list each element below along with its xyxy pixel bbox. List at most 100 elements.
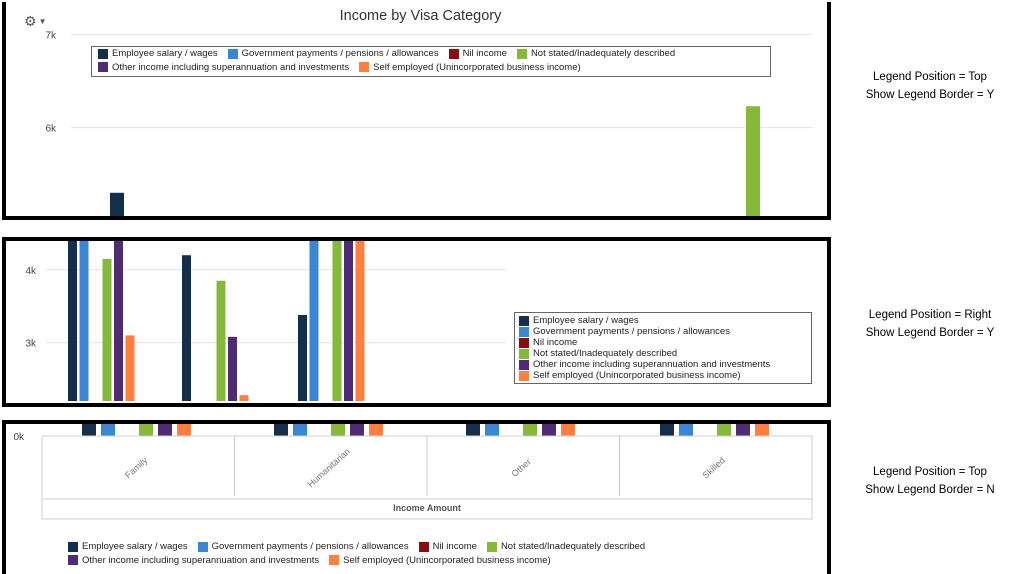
legend-item[interactable]: Not stated/Inadequately described [519, 348, 807, 359]
bar [755, 424, 769, 436]
bar [679, 424, 693, 436]
legend-label: Not stated/Inadequately described [533, 348, 678, 359]
chart-panel-right-legend: 4k 3k Employee salary / wages Government p… [2, 237, 831, 407]
legend-item[interactable]: Self employed (Unincorporated business i… [519, 370, 807, 381]
bar [239, 395, 249, 401]
legend-item[interactable]: Other income including superannuation an… [98, 62, 349, 73]
legend-swatch [227, 48, 238, 59]
legend-swatch [448, 48, 459, 59]
bar [485, 424, 499, 436]
legend-swatch [519, 326, 529, 337]
note-legend-border: Show Legend Border = Y [865, 327, 995, 339]
bar [332, 241, 342, 401]
chart-panel-top-legend: ⚙ ▼ Income by Visa Category Employee sala… [2, 2, 831, 220]
bar [542, 424, 556, 436]
legend-label: Employee salary / wages [112, 48, 218, 59]
legend-swatch [519, 370, 529, 381]
bar [331, 424, 345, 436]
legend-swatch [68, 555, 78, 565]
legend-swatch [197, 541, 208, 552]
bar [369, 424, 383, 436]
legend-right-bordered: Employee salary / wages Government paymen… [514, 312, 812, 384]
legend-label: Self employed (Unincorporated business i… [533, 370, 741, 381]
bar [293, 424, 307, 436]
legend-item[interactable]: Nil income [448, 48, 507, 59]
y-tick-label: 3k [25, 339, 37, 350]
chevron-down-icon: ▼ [38, 16, 47, 26]
legend-item[interactable]: Government payments / pensions / allowan… [197, 541, 409, 552]
note-legend-position: Legend Position = Right [868, 309, 992, 321]
legend-item[interactable]: Self employed (Unincorporated business i… [359, 62, 581, 73]
legend-item[interactable]: Nil income [418, 541, 477, 552]
y-tick-label: 0k [13, 432, 25, 443]
legend-swatch [519, 359, 529, 370]
legend-item[interactable]: Employee salary / wages [519, 315, 807, 326]
chart-panel-no-border-legend: 0k Family Humanitarian Other Skilled Income A… [2, 420, 831, 574]
legend-label: Not stated/Inadequately described [530, 48, 676, 59]
legend-item[interactable]: Not stated/Inadequately described [516, 48, 676, 59]
legend-item[interactable]: Employee salary / wages [98, 48, 218, 59]
legend-label: Employee salary / wages [533, 315, 639, 326]
legend-no-border: Employee salary / wages Government paymen… [68, 541, 768, 568]
legend-swatch [519, 348, 529, 359]
legend-label: Other income including superannuation an… [533, 359, 771, 370]
legend-item[interactable]: Self employed (Unincorporated business i… [329, 555, 551, 566]
legend-top-bordered: Employee salary / wages Government paymen… [91, 46, 771, 77]
legend-label: Nil income [533, 337, 578, 348]
legend-label: Government payments / pensions / allowan… [533, 326, 730, 337]
bar [125, 335, 135, 401]
legend-swatch [98, 48, 108, 59]
bar [82, 424, 96, 436]
legend-label: Employee salary / wages [82, 541, 188, 552]
bar [309, 241, 319, 401]
bar [344, 241, 353, 401]
y-tick-label: 7k [45, 31, 57, 42]
bar [158, 424, 172, 436]
legend-item[interactable]: Employee salary / wages [68, 541, 188, 552]
legend-item[interactable]: Other income including superannuation an… [68, 555, 319, 566]
bar [102, 258, 112, 401]
x-tick-label: Other [510, 457, 533, 479]
bar [182, 255, 191, 401]
bar [68, 241, 77, 401]
bar [79, 241, 89, 401]
bar [466, 424, 480, 436]
chart-plot-area-2: 4k 3k [25, 241, 506, 401]
legend-swatch [329, 555, 340, 565]
legend-item[interactable]: Government payments / pensions / allowan… [519, 326, 807, 337]
bar [216, 280, 226, 401]
bar [274, 424, 288, 436]
legend-item[interactable]: Other income including superannuation an… [519, 359, 807, 370]
note-legend-border: Show Legend Border = N [865, 484, 995, 496]
note-legend-position: Legend Position = Top [873, 71, 987, 83]
chart-title: Income by Visa Category [339, 8, 502, 24]
legend-label: Government payments / pensions / allowan… [241, 48, 439, 59]
chart-options-button[interactable]: ⚙ ▼ [24, 12, 54, 30]
note-legend-position: Legend Position = Top [873, 466, 987, 478]
bar [110, 192, 124, 216]
legend-item[interactable]: Government payments / pensions / allowan… [227, 48, 439, 59]
legend-swatch [486, 541, 497, 552]
x-tick-label: Skilled [701, 455, 727, 480]
legend-swatch [418, 541, 429, 552]
bar [101, 424, 115, 436]
y-tick-label: 4k [25, 266, 37, 277]
note-legend-border: Show Legend Border = Y [865, 89, 995, 101]
bar [228, 336, 237, 401]
note-1: Legend Position = Top Show Legend Border… [835, 68, 1024, 104]
bar [355, 241, 365, 401]
legend-item[interactable]: Not stated/Inadequately described [486, 541, 645, 552]
bar [139, 424, 153, 436]
gear-icon: ⚙ [24, 12, 37, 29]
x-axis-title: Income Amount [393, 503, 461, 513]
bar [746, 106, 760, 216]
note-2: Legend Position = Right Show Legend Bord… [835, 306, 1024, 342]
legend-swatch [68, 541, 78, 552]
legend-label: Nil income [432, 541, 477, 552]
bar [114, 241, 123, 401]
x-tick-label: Family [123, 455, 150, 480]
legend-swatch [519, 337, 529, 348]
legend-label: Self employed (Unincorporated business i… [343, 554, 551, 566]
legend-item[interactable]: Nil income [519, 337, 807, 348]
legend-label: Government payments / pensions / allowan… [211, 541, 409, 552]
